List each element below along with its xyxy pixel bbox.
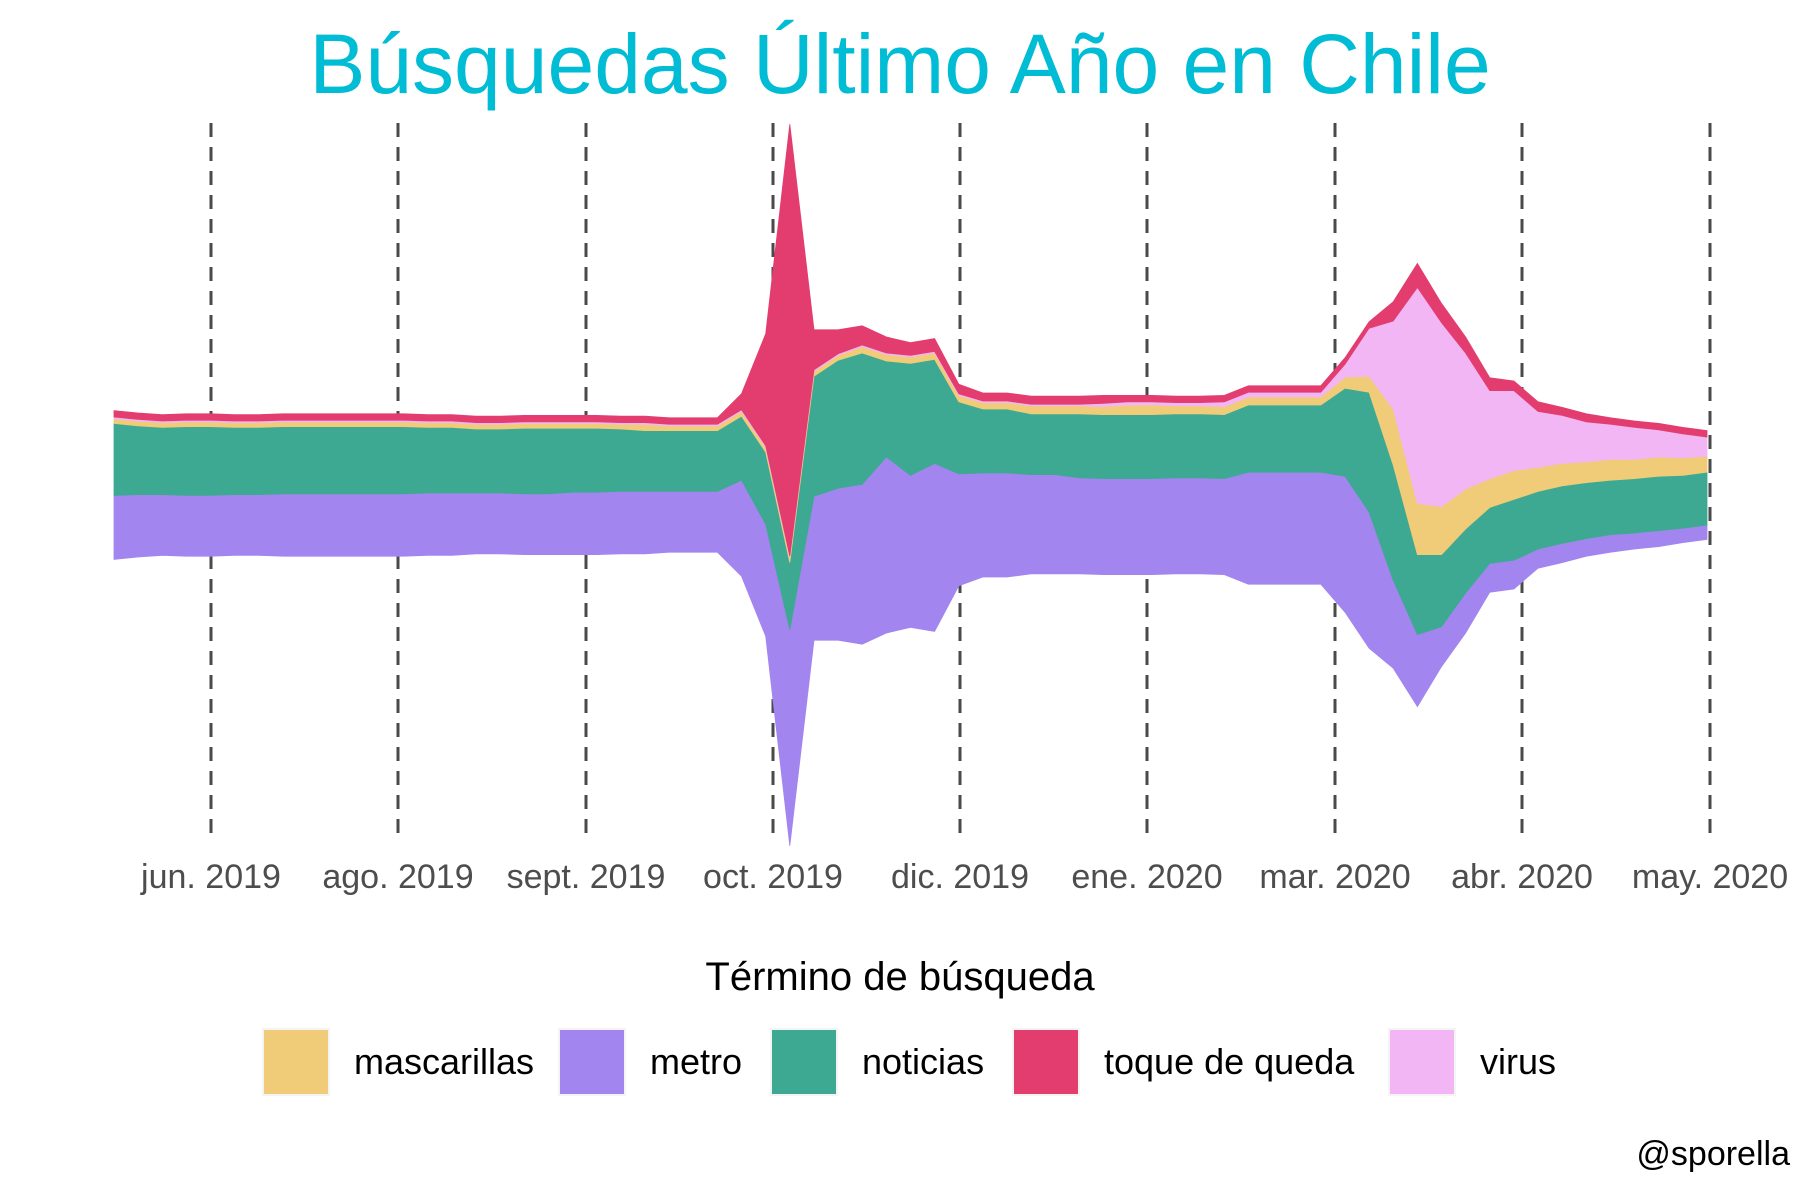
x-tick-label: sept. 2019	[507, 858, 666, 896]
chart-title: Búsquedas Último Año en Chile	[309, 17, 1491, 111]
x-tick-label: jun. 2019	[140, 858, 281, 896]
legend-swatch-metro	[558, 1028, 626, 1096]
x-tick-label: may. 2020	[1632, 858, 1788, 896]
legend-label-mascarillas: mascarillas	[354, 1041, 535, 1082]
x-tick-label: ene. 2020	[1071, 858, 1222, 896]
x-tick-label: ago. 2019	[322, 858, 473, 896]
x-tick-label: dic. 2019	[891, 858, 1029, 896]
x-tick-label: oct. 2019	[703, 858, 843, 896]
legend-swatch-virus	[1388, 1028, 1456, 1096]
stream-areas	[113, 124, 1708, 846]
legend-label-toque-de-queda: toque de queda	[1104, 1041, 1355, 1082]
x-tick-label: abr. 2020	[1451, 858, 1593, 896]
legend-swatch-mascarillas	[262, 1028, 330, 1096]
legend-item-mascarillas: mascarillas	[262, 1022, 534, 1102]
legend-swatch-noticias	[770, 1028, 838, 1096]
legend-title: Término de búsqueda	[705, 955, 1095, 999]
legend-label-virus: virus	[1480, 1041, 1557, 1082]
stream-area-toque-de-queda	[113, 124, 1708, 557]
legend-item-toque-de-queda: toque de queda	[1012, 1022, 1354, 1102]
legend-item-virus: virus	[1388, 1022, 1556, 1102]
legend-label-metro: metro	[650, 1041, 743, 1082]
legend-swatch-toque-de-queda	[1012, 1028, 1080, 1096]
legend-item-metro: metro	[558, 1022, 742, 1102]
legend-label-noticias: noticias	[862, 1041, 985, 1082]
legend: mascarillas metro noticias toque de qued…	[0, 1022, 1800, 1102]
legend-item-noticias: noticias	[770, 1022, 984, 1102]
x-axis-tick-labels: jun. 2019 ago. 2019 sept. 2019 oct. 2019 dic…	[140, 858, 1788, 896]
caption-credit: @sporella	[1636, 1135, 1790, 1173]
x-tick-label: mar. 2020	[1259, 858, 1410, 896]
